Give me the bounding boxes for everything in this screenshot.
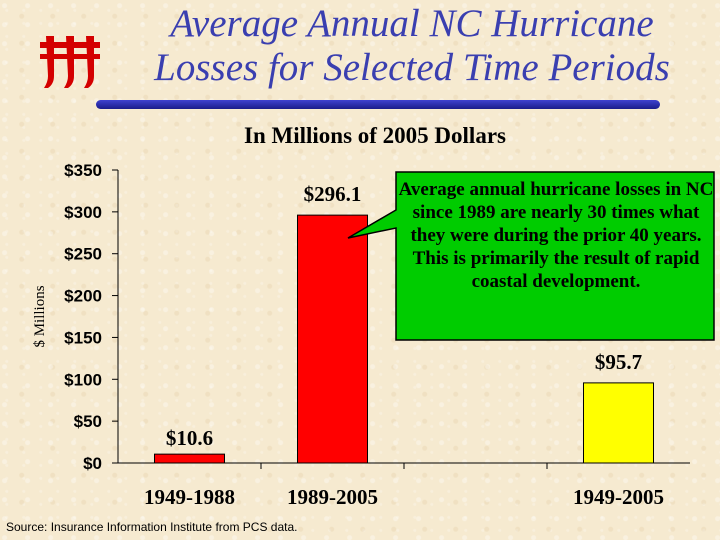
callout-text: Average annual hurricane losses in NC si…	[398, 179, 714, 292]
bar-value-label: $296.1	[304, 182, 362, 206]
hurricane-logo-icon	[40, 36, 100, 88]
y-tick-label: $300	[64, 203, 102, 222]
bar	[297, 214, 368, 464]
x-category-label: 1949-2005	[573, 485, 664, 509]
y-tick-label: $250	[64, 245, 102, 264]
title-divider	[96, 100, 660, 109]
callout-box	[347, 171, 715, 341]
page-title-line-2: Losses for Selected Time Periods	[154, 46, 670, 89]
y-tick-label: $150	[64, 328, 102, 347]
bar-value-label: $10.6	[166, 426, 213, 450]
y-tick-label: $350	[64, 161, 102, 180]
x-category-label: 1989-2005	[287, 485, 378, 509]
bar	[583, 382, 654, 464]
y-tick-label: $200	[64, 287, 102, 306]
y-tick-label: $100	[64, 370, 102, 389]
y-tick-label: $50	[74, 412, 102, 431]
page-title-line-1: Average Annual NC Hurricane	[170, 2, 654, 45]
y-axis-label: $ Millions	[32, 285, 48, 347]
bar-value-label: $95.7	[595, 350, 642, 374]
x-category-label: 1949-1988	[144, 485, 235, 509]
y-tick-label: $0	[83, 454, 102, 473]
source-note: Source: Insurance Information Institute …	[6, 520, 298, 534]
chart-subtitle: In Millions of 2005 Dollars	[244, 123, 506, 148]
bar	[154, 453, 225, 464]
